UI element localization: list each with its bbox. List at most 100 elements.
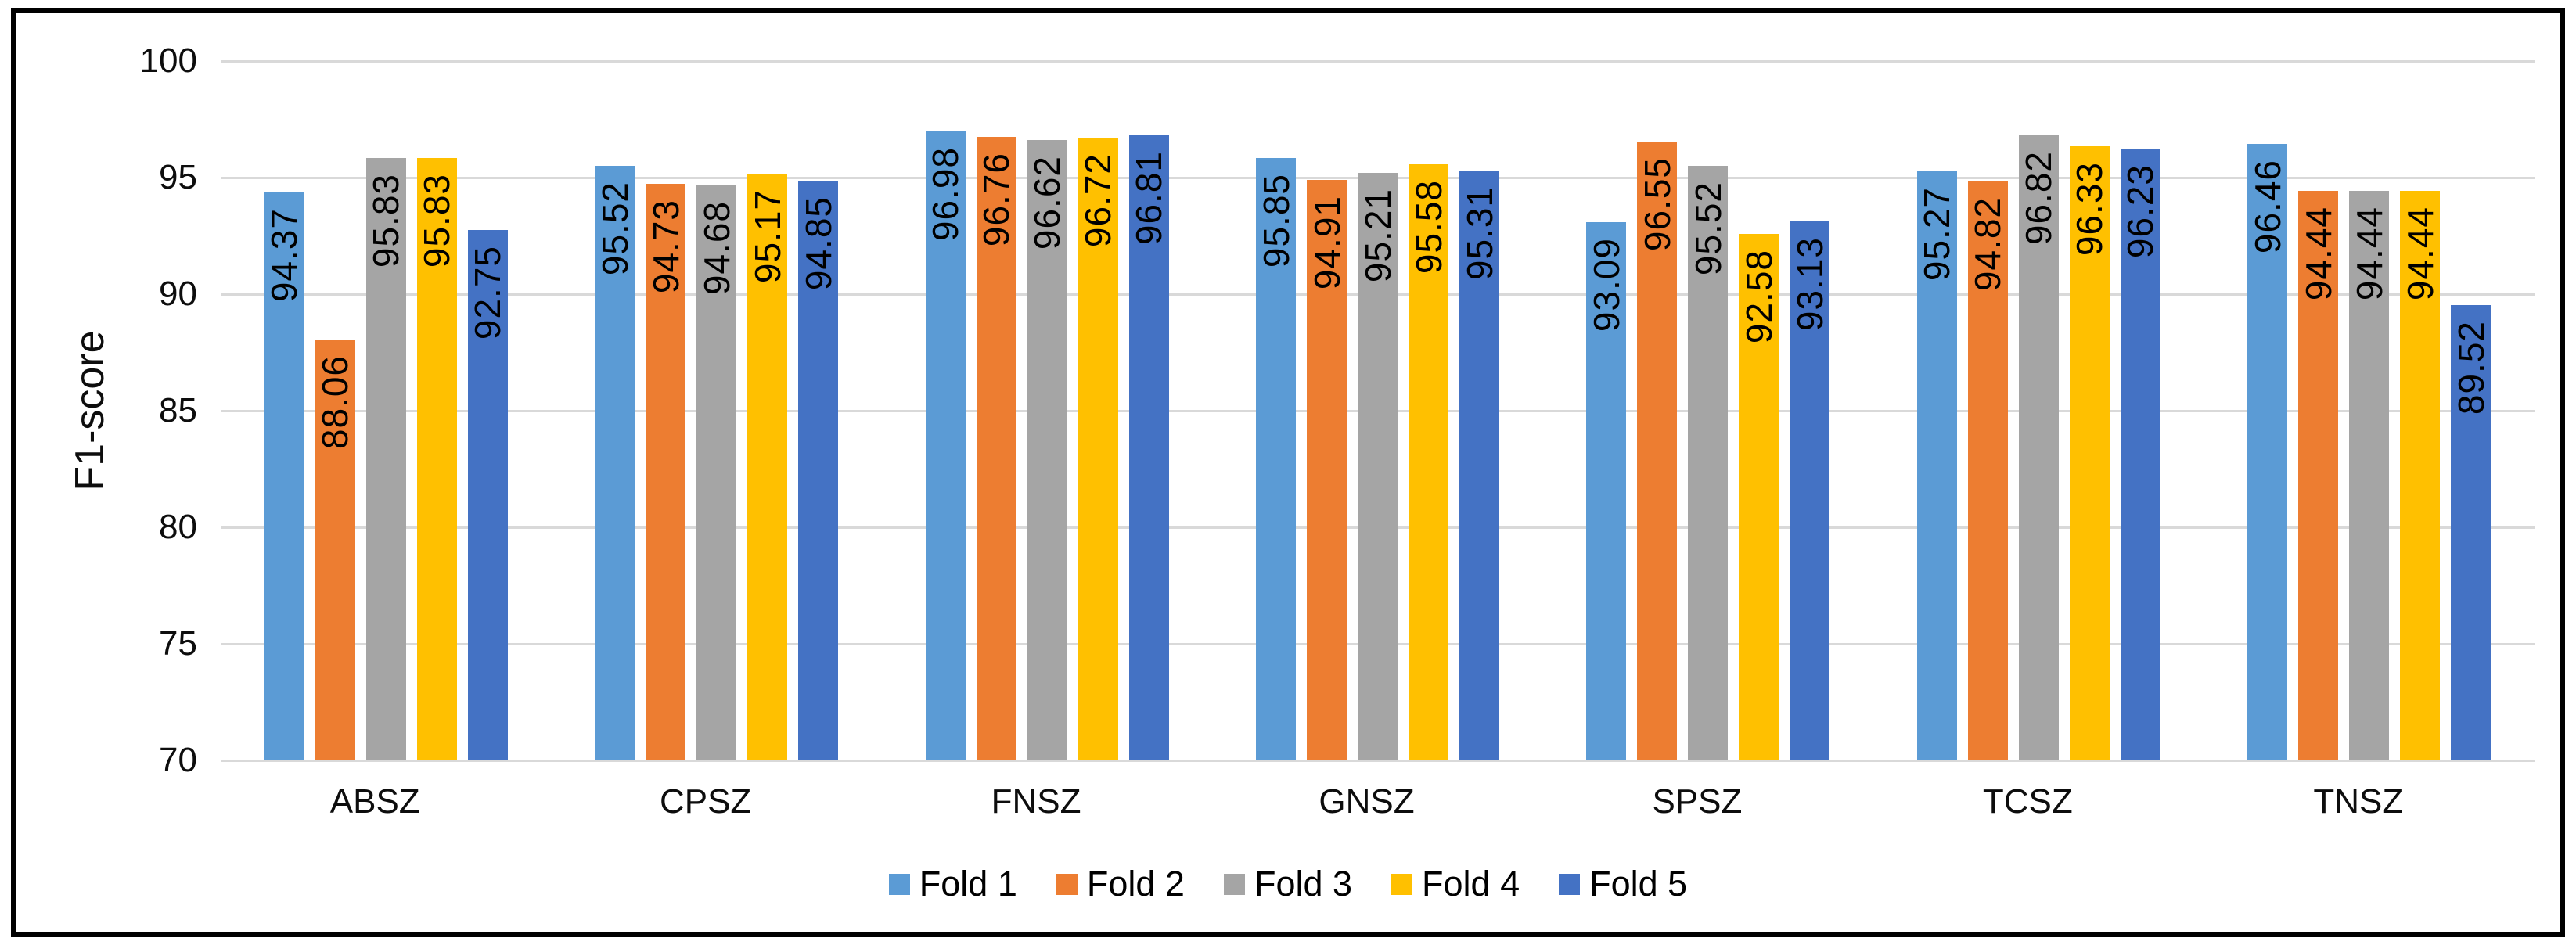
bar-cpsz-fold-4: 95.17 bbox=[747, 173, 788, 760]
bar-gnsz-fold-4: 95.58 bbox=[1408, 163, 1449, 760]
bar-fnsz-fold-2: 96.76 bbox=[976, 136, 1017, 760]
x-tick-label-spsz: SPSZ bbox=[1652, 782, 1743, 821]
legend-item-fold-5: Fold 5 bbox=[1559, 864, 1687, 904]
bar-data-label: 94.44 bbox=[2348, 206, 2390, 300]
bar-data-label: 95.31 bbox=[1459, 185, 1500, 280]
bar-spsz-fold-5: 93.13 bbox=[1789, 221, 1830, 760]
bar-data-label: 94.68 bbox=[696, 200, 737, 295]
bar-gnsz-fold-1: 95.85 bbox=[1255, 157, 1297, 760]
x-tick-label-fnsz: FNSZ bbox=[991, 782, 1081, 821]
bar-data-label: 95.52 bbox=[1687, 181, 1729, 275]
legend-label: Fold 4 bbox=[1422, 864, 1520, 904]
bar-fnsz-fold-4: 96.72 bbox=[1078, 137, 1119, 760]
bar-data-label: 96.62 bbox=[1027, 155, 1068, 250]
legend-label: Fold 5 bbox=[1589, 864, 1688, 904]
bar-cpsz-fold-3: 94.68 bbox=[696, 185, 737, 760]
bar-data-label: 96.76 bbox=[976, 152, 1017, 246]
bar-data-label: 95.85 bbox=[1255, 173, 1297, 268]
bar-tcsz-fold-1: 95.27 bbox=[1916, 171, 1958, 760]
x-tick-label-tnsz: TNSZ bbox=[2313, 782, 2404, 821]
bar-data-label: 96.72 bbox=[1078, 153, 1119, 247]
bar-data-label: 95.21 bbox=[1357, 188, 1398, 282]
legend-label: Fold 3 bbox=[1254, 864, 1353, 904]
bar-data-label: 95.27 bbox=[1916, 186, 1958, 282]
bar-data-label: 96.23 bbox=[2120, 164, 2161, 259]
plot-area: 70 75 80 85 90 95 100 94.37 88.06 95.83 95.83 92.75… bbox=[140, 44, 2535, 778]
bar-data-label: 88.06 bbox=[315, 354, 356, 449]
bar-data-label: 95.83 bbox=[416, 174, 458, 268]
y-tick-label-90: 90 bbox=[159, 275, 197, 313]
bar-data-label: 93.13 bbox=[1789, 236, 1830, 331]
bar-data-label: 95.52 bbox=[594, 181, 635, 275]
x-tick-label-cpsz: CPSZ bbox=[659, 782, 752, 821]
bar-spsz-fold-4: 92.58 bbox=[1739, 234, 1779, 760]
legend-swatch-icon bbox=[1223, 873, 1245, 895]
bar-data-label: 96.81 bbox=[1128, 151, 1170, 246]
bar-data-label: 92.75 bbox=[467, 246, 509, 340]
legend-swatch-icon bbox=[1559, 873, 1581, 895]
bar-data-label: 96.55 bbox=[1636, 156, 1678, 251]
bar-tcsz-fold-2: 94.82 bbox=[1967, 181, 2008, 760]
bar-fnsz-fold-5: 96.81 bbox=[1128, 135, 1170, 760]
bar-tcsz-fold-4: 96.33 bbox=[2069, 146, 2110, 760]
bar-tcsz-fold-3: 96.82 bbox=[2018, 135, 2060, 760]
bar-spsz-fold-1: 93.09 bbox=[1585, 221, 1627, 760]
x-tick-label-absz: ABSZ bbox=[329, 782, 420, 821]
legend-item-fold-2: Fold 2 bbox=[1056, 864, 1185, 904]
bar-absz-fold-4: 95.83 bbox=[416, 158, 458, 760]
bar-data-label: 92.58 bbox=[1738, 250, 1779, 344]
bar-data-label: 95.58 bbox=[1408, 179, 1449, 274]
legend: Fold 1 Fold 2 Fold 3 Fold 4 Fold 5 bbox=[16, 864, 2560, 904]
legend-item-fold-4: Fold 4 bbox=[1391, 864, 1520, 904]
bar-data-label: 94.85 bbox=[797, 196, 839, 291]
bar-cpsz-fold-1: 95.52 bbox=[594, 165, 635, 760]
legend-swatch-icon bbox=[1056, 873, 1078, 895]
bar-fnsz-fold-3: 96.62 bbox=[1027, 139, 1068, 760]
bar-data-label: 94.91 bbox=[1306, 195, 1347, 289]
bar-data-label: 94.44 bbox=[2297, 206, 2339, 300]
y-tick-label-85: 85 bbox=[159, 391, 197, 429]
bar-tnsz-fold-4: 94.44 bbox=[2400, 190, 2441, 760]
bar-tnsz-fold-5: 89.52 bbox=[2451, 305, 2491, 760]
legend-label: Fold 1 bbox=[919, 864, 1017, 904]
bar-data-label: 96.98 bbox=[925, 147, 966, 242]
bar-gnsz-fold-3: 95.21 bbox=[1357, 172, 1398, 760]
legend-item-fold-3: Fold 3 bbox=[1223, 864, 1353, 904]
y-tick-label-95: 95 bbox=[159, 158, 197, 196]
bar-cpsz-fold-2: 94.73 bbox=[645, 184, 686, 760]
gridline-y-70 bbox=[221, 760, 2535, 762]
legend-swatch-icon bbox=[1391, 873, 1413, 895]
x-tick-label-gnsz: GNSZ bbox=[1319, 782, 1415, 821]
bar-data-label: 93.09 bbox=[1585, 237, 1627, 332]
bar-gnsz-fold-2: 94.91 bbox=[1306, 179, 1347, 760]
x-tick-label-tcsz: TCSZ bbox=[1982, 782, 2073, 821]
bar-tnsz-fold-1: 96.46 bbox=[2247, 143, 2288, 760]
y-tick-label-75: 75 bbox=[159, 624, 197, 663]
bar-tnsz-fold-2: 94.44 bbox=[2297, 190, 2339, 760]
bar-tcsz-fold-5: 96.23 bbox=[2120, 149, 2161, 760]
bar-data-label: 89.52 bbox=[2450, 321, 2491, 415]
y-tick-label-70: 70 bbox=[159, 741, 197, 779]
bar-spsz-fold-3: 95.52 bbox=[1687, 165, 1729, 760]
bar-spsz-fold-2: 96.55 bbox=[1636, 141, 1678, 760]
legend-swatch-icon bbox=[888, 873, 910, 895]
legend-label: Fold 2 bbox=[1086, 864, 1185, 904]
bar-absz-fold-5: 92.75 bbox=[467, 230, 509, 760]
y-tick-label-80: 80 bbox=[159, 508, 197, 546]
bar-data-label: 96.46 bbox=[2247, 159, 2288, 253]
legend-item-fold-1: Fold 1 bbox=[888, 864, 1017, 904]
bar-data-label: 96.82 bbox=[2018, 150, 2060, 245]
bar-data-label: 94.73 bbox=[645, 199, 686, 294]
bar-data-label: 96.33 bbox=[2069, 162, 2110, 257]
gridline-y-100 bbox=[221, 60, 2535, 63]
bar-cpsz-fold-5: 94.85 bbox=[797, 181, 839, 760]
bar-data-label: 94.37 bbox=[264, 207, 305, 302]
bar-absz-fold-3: 95.83 bbox=[365, 158, 406, 760]
bar-gnsz-fold-5: 95.31 bbox=[1459, 170, 1500, 760]
bar-absz-fold-1: 94.37 bbox=[264, 192, 304, 760]
bar-tnsz-fold-3: 94.44 bbox=[2348, 190, 2390, 760]
bar-fnsz-fold-1: 96.98 bbox=[925, 131, 966, 760]
chart-frame: F1-score 70 75 80 85 90 95 100 94.37 88.06 95.83 9… bbox=[11, 8, 2565, 937]
y-tick-label-100: 100 bbox=[139, 41, 197, 80]
